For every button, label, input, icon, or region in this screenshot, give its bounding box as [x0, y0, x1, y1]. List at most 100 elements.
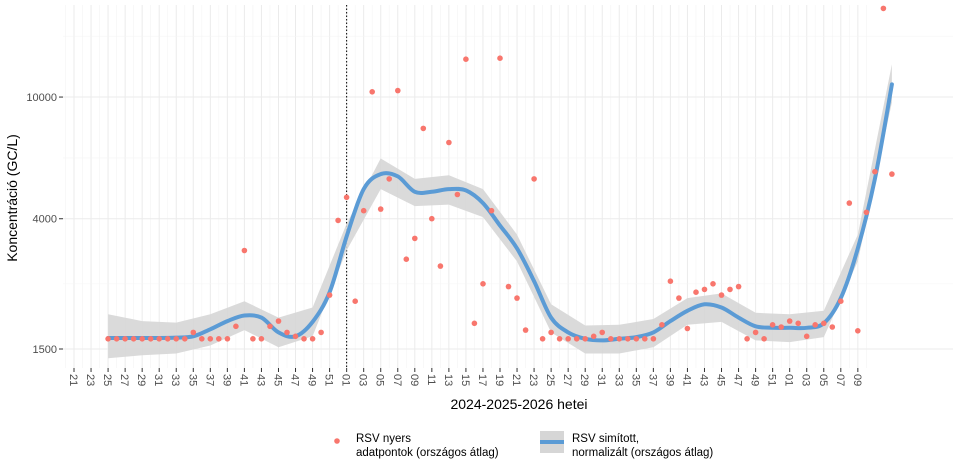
data-point	[147, 336, 154, 342]
x-tick-label: 17	[476, 374, 488, 386]
data-point	[105, 336, 111, 342]
x-tick-label: 31	[152, 374, 164, 386]
x-tick-label: 05	[817, 374, 829, 386]
x-tick-label: 25	[101, 374, 113, 386]
data-point	[250, 336, 256, 342]
data-point	[846, 200, 853, 206]
x-tick-label: 29	[578, 374, 590, 386]
data-point	[258, 336, 265, 342]
x-tick-label: 43	[254, 374, 266, 386]
x-tick-label: 51	[766, 374, 778, 386]
data-point	[386, 176, 393, 182]
x-tick-label: 19	[493, 374, 505, 386]
data-point	[684, 325, 691, 332]
data-point	[429, 215, 435, 222]
data-point	[701, 286, 708, 293]
data-point	[318, 329, 324, 336]
data-point	[292, 333, 299, 340]
data-point	[130, 336, 137, 342]
x-tick-label: 37	[646, 374, 658, 386]
data-point	[352, 298, 359, 305]
data-point	[803, 333, 810, 340]
data-point	[650, 336, 657, 342]
data-point	[821, 320, 827, 327]
data-point	[420, 125, 427, 132]
data-point	[480, 281, 486, 287]
legend-label-points-line2: adatpontok (országos átlag)	[356, 447, 499, 459]
data-point	[267, 323, 273, 330]
x-tick-label: 21	[67, 374, 79, 386]
x-tick-label: 47	[289, 374, 301, 386]
data-point	[531, 176, 537, 182]
x-tick-label: 35	[629, 374, 641, 386]
data-point	[301, 336, 307, 342]
data-point	[795, 320, 801, 327]
raw-points	[105, 5, 895, 342]
data-point	[744, 336, 750, 342]
data-point	[497, 55, 503, 61]
x-tick-label: 43	[698, 374, 710, 386]
data-point	[182, 336, 188, 342]
x-tick-label: 33	[169, 374, 181, 386]
legend: RSV nyers adatpontok (országos átlag) RSV…	[334, 431, 713, 459]
x-axis-ticks: 21 23 25 27 29 31 33 35 37 39 41 43 45 47 49 51 01 03 05 07…	[67, 368, 863, 386]
x-tick-label: 35	[186, 374, 198, 386]
x-tick-label: 25	[544, 374, 556, 386]
data-point	[565, 336, 571, 342]
data-point	[326, 292, 333, 298]
data-point	[676, 295, 682, 301]
data-point	[556, 336, 563, 342]
x-tick-label: 27	[561, 374, 573, 386]
data-point	[752, 329, 759, 336]
data-point	[667, 278, 674, 285]
data-point	[463, 56, 469, 62]
x-tick-label: 49	[749, 374, 761, 386]
data-point	[539, 336, 546, 342]
x-tick-label: 41	[680, 374, 692, 386]
data-point	[335, 217, 341, 224]
x-tick-label: 09	[408, 374, 420, 386]
legend-key-points	[334, 438, 340, 444]
data-point	[488, 207, 495, 214]
data-point	[437, 263, 444, 269]
data-point	[761, 336, 767, 342]
x-tick-label: 33	[612, 374, 624, 386]
legend-label-points: RSV nyers	[356, 433, 411, 445]
x-tick-label: 51	[323, 374, 335, 386]
x-tick-label: 15	[459, 374, 471, 386]
x-tick-label: 49	[306, 374, 318, 386]
x-tick-label: 07	[391, 374, 403, 386]
data-point	[412, 235, 418, 242]
data-point	[616, 336, 623, 342]
data-point	[590, 333, 597, 340]
data-point	[548, 329, 554, 336]
y-tick-label: 4000	[33, 214, 57, 226]
x-tick-label: 11	[425, 374, 437, 385]
legend-label-smooth-line2: normalizált (országos átlag)	[572, 447, 713, 459]
x-tick-label: 39	[220, 374, 232, 386]
data-point	[880, 5, 887, 12]
y-axis-ticks: 1500 4000 10000	[26, 92, 63, 356]
x-tick-label: 23	[84, 374, 96, 386]
data-point	[838, 298, 844, 305]
data-point	[863, 209, 870, 216]
data-point	[241, 247, 248, 254]
x-tick-label: 01	[340, 374, 352, 386]
data-point	[855, 328, 861, 334]
x-tick-label: 01	[783, 374, 795, 386]
x-tick-label: 39	[663, 374, 675, 386]
data-point	[216, 336, 222, 342]
data-point	[139, 336, 145, 342]
x-tick-label: 47	[732, 374, 744, 386]
smoothed-series-line	[106, 82, 894, 343]
data-point	[693, 289, 699, 296]
x-tick-label: 13	[442, 374, 454, 386]
data-point	[207, 336, 214, 342]
x-tick-label: 29	[135, 374, 147, 386]
data-point	[173, 336, 179, 342]
data-point	[573, 336, 580, 342]
data-point	[633, 336, 640, 342]
data-point	[659, 322, 665, 328]
data-point	[199, 336, 205, 342]
data-point	[275, 318, 282, 324]
